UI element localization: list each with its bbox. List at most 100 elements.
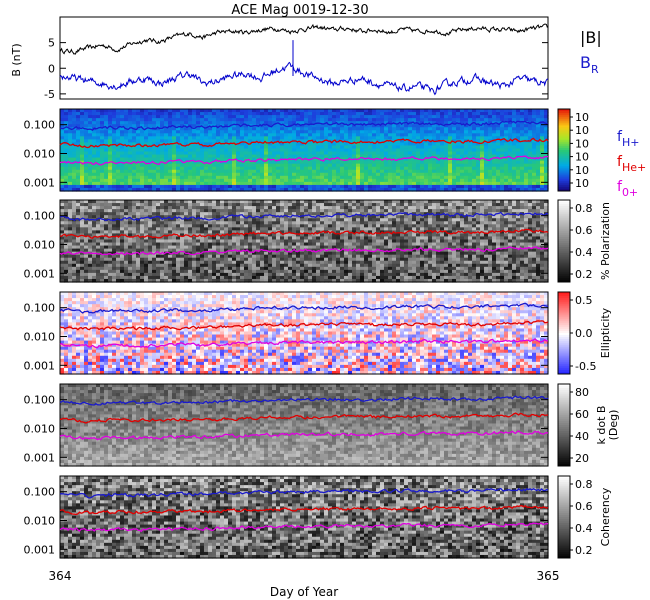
spectrum-cell: [248, 118, 253, 122]
spectrum-cell: [136, 178, 141, 183]
spectrum-cell: [464, 151, 469, 156]
spectrum-cell: [160, 121, 165, 125]
spectrum-cell: [448, 121, 453, 125]
spectrum-cell: [188, 151, 193, 156]
spectrum-cell: [468, 181, 473, 186]
spectrum-cell: [448, 172, 453, 177]
spectrum-cell: [412, 133, 417, 137]
spectrum-cell: [488, 133, 493, 137]
spectrum-cell: [76, 130, 81, 134]
spectrum-cell: [352, 109, 357, 113]
spectrum-cell: [216, 124, 221, 128]
spectrum-cell: [172, 130, 177, 134]
spectrum-cell: [436, 169, 441, 174]
b-field-ylabel: B (nT): [10, 43, 23, 76]
spectrum-cell: [252, 166, 257, 171]
spectrum-cell: [152, 166, 157, 171]
spectrum-cell: [248, 181, 253, 186]
spectrum-cell: [324, 178, 329, 183]
spectrum-cell: [480, 133, 485, 137]
spectrum-cell: [468, 112, 473, 116]
spectrum-cell: [88, 133, 93, 137]
spectrum-cell: [412, 160, 417, 165]
spectrum-cell: [336, 145, 341, 150]
spectrum-cell: [288, 187, 293, 192]
spectrum-cell: [376, 124, 381, 128]
spectrum-cell: [464, 109, 469, 113]
spectrum-cell: [256, 178, 261, 183]
spectrum-cell: [340, 109, 345, 113]
spectrum-cell: [332, 145, 337, 150]
spectrum-cell: [264, 160, 269, 165]
spectrum-cell: [152, 130, 157, 134]
spectrum-cell: [152, 133, 157, 137]
spectrum-cell: [496, 142, 501, 147]
spectrum-cell: [424, 169, 429, 174]
spectrum-cell: [312, 145, 317, 150]
spectrum-cell: [216, 136, 221, 140]
spectrum-cell: [244, 127, 249, 131]
spectrum-cell: [172, 127, 177, 131]
spectrum-cell: [304, 166, 309, 171]
spectrum-cell: [352, 148, 357, 153]
spectrum-cell: [240, 157, 245, 162]
spectrum-cell: [200, 121, 205, 125]
spectrum-cell: [472, 133, 477, 137]
spectrum-cell: [432, 160, 437, 165]
spectrum-cell: [500, 181, 505, 186]
spectrum-cell: [256, 154, 261, 159]
spectrum-cell: [484, 133, 489, 137]
spectrum-cell: [256, 172, 261, 177]
spectrum-cell: [532, 178, 537, 183]
spectrum-cell: [508, 184, 513, 189]
spectrum-cell: [520, 115, 525, 119]
spectrum-cell: [520, 145, 525, 150]
spectrum-cell: [132, 148, 137, 153]
spectrum-cell: [80, 169, 85, 174]
spectrum-cell: [316, 115, 321, 119]
spectrum-cell: [364, 181, 369, 186]
spectrum-cell: [296, 178, 301, 183]
spectrum-cell: [348, 136, 353, 140]
spectrum-cell: [496, 118, 501, 122]
spectrum-cell: [312, 142, 317, 147]
spectrum-cell: [340, 115, 345, 119]
spectrum-cell: [68, 166, 73, 171]
spectrum-cell: [80, 184, 85, 189]
spectrum-cell: [416, 175, 421, 180]
spectrum-cell: [148, 166, 153, 171]
spectrum-cell: [432, 115, 437, 119]
spectrum-cell: [92, 160, 97, 165]
spectrum-cell: [304, 181, 309, 186]
b-ytick-label: 5: [48, 37, 55, 50]
spectrum-cell: [248, 115, 253, 119]
spectrum-cell: [388, 166, 393, 171]
spectrum-cell: [452, 151, 457, 156]
spectrum-cell: [248, 136, 253, 140]
spectrum-cell: [336, 178, 341, 183]
spectrum-cell: [368, 181, 373, 186]
spectrum-cell: [64, 112, 69, 116]
spectrum-cell: [188, 109, 193, 113]
spectrum-cell: [504, 154, 509, 159]
spectrum-cell: [168, 172, 173, 177]
spectrum-cell: [328, 184, 333, 189]
spectrum-cell: [284, 145, 289, 150]
spectrum-cell: [280, 121, 285, 125]
spectrum-cell: [476, 172, 481, 177]
spectrum-cell: [312, 121, 317, 125]
spectrum-cell: [372, 115, 377, 119]
spectrum-cell: [104, 130, 109, 134]
spectrum-cell: [312, 154, 317, 159]
spectrum-cell: [76, 184, 81, 189]
spectrum-cell: [140, 187, 145, 192]
spectrum-cell: [280, 142, 285, 147]
spectrum-cell: [480, 136, 485, 140]
spectrum-cell: [236, 130, 241, 134]
spectrum-cell: [472, 142, 477, 147]
spectrum-cell: [256, 133, 261, 137]
spectrum-cell: [308, 109, 313, 113]
spectrum-cell: [252, 130, 257, 134]
spectrum-cell: [300, 121, 305, 125]
spectrum-cell: [308, 166, 313, 171]
